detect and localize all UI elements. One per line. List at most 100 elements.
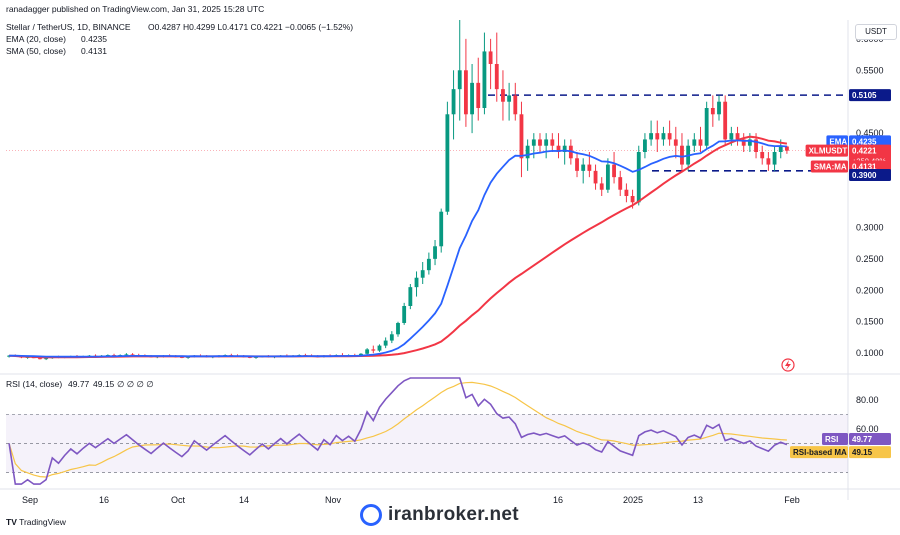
candle[interactable] xyxy=(710,95,715,127)
rsi-tag-label: RSI xyxy=(825,435,838,444)
candle[interactable] xyxy=(396,321,400,337)
candle[interactable] xyxy=(389,331,394,344)
candle[interactable] xyxy=(784,145,789,154)
candle[interactable] xyxy=(426,252,431,275)
candle[interactable] xyxy=(544,133,549,159)
time-axis[interactable]: Sep 16 Oct 14 Nov 16 2025 13 Feb xyxy=(22,495,800,505)
price-tag-label: SMA:MA xyxy=(814,162,847,171)
candle[interactable] xyxy=(636,145,641,206)
candle[interactable] xyxy=(680,133,684,171)
candle[interactable] xyxy=(673,126,678,159)
candle[interactable] xyxy=(488,38,493,90)
candle[interactable] xyxy=(482,32,487,115)
candle-body xyxy=(766,158,771,165)
candle[interactable] xyxy=(463,38,468,127)
candle-body xyxy=(723,101,728,140)
candle-body xyxy=(550,139,555,146)
candle[interactable] xyxy=(513,82,518,121)
candle-body xyxy=(747,139,752,146)
candle[interactable] xyxy=(470,64,474,134)
candle-body xyxy=(741,139,746,146)
candle[interactable] xyxy=(649,120,654,146)
price-tick: 0.5500 xyxy=(856,65,884,75)
candle[interactable] xyxy=(735,126,740,146)
candle[interactable] xyxy=(717,95,721,121)
price-axis[interactable]: 0.60000.55000.45000.30000.25000.20000.15… xyxy=(805,34,891,358)
candle[interactable] xyxy=(383,337,388,349)
candle[interactable] xyxy=(593,164,598,190)
candle[interactable] xyxy=(538,133,542,152)
candle[interactable] xyxy=(612,152,616,184)
alert-lightning-icon[interactable] xyxy=(781,358,795,372)
candle[interactable] xyxy=(507,82,512,121)
price-tag-value: 0.3900 xyxy=(852,171,877,180)
candle[interactable] xyxy=(661,126,666,146)
candle[interactable] xyxy=(377,344,382,352)
candle[interactable] xyxy=(772,145,777,171)
currency-selector[interactable]: USDT xyxy=(855,24,897,40)
candle[interactable] xyxy=(704,101,709,149)
candle[interactable] xyxy=(581,158,586,184)
candle[interactable] xyxy=(451,70,456,140)
candle[interactable] xyxy=(643,133,647,159)
candle[interactable] xyxy=(692,133,697,152)
candle[interactable] xyxy=(501,70,505,121)
candle[interactable] xyxy=(457,20,462,121)
candle[interactable] xyxy=(445,101,450,215)
candle-body xyxy=(692,139,697,146)
candle-body xyxy=(778,145,783,152)
price-tag-value-bg xyxy=(849,89,891,102)
legend-sma-value: 0.4131 xyxy=(81,46,107,56)
price-tag[interactable]: 0.5105 xyxy=(849,89,891,102)
price-tag[interactable]: EMA 0.4235 xyxy=(826,135,891,148)
candle[interactable] xyxy=(550,133,555,152)
rsi-ma-tag[interactable]: RSI-based MA 49.15 xyxy=(790,446,891,459)
candle[interactable] xyxy=(667,120,672,146)
price-tag[interactable]: 0.3900 xyxy=(849,168,891,181)
candle[interactable] xyxy=(698,126,703,152)
candle[interactable] xyxy=(408,284,413,310)
candle[interactable] xyxy=(476,57,481,121)
candle[interactable] xyxy=(371,345,376,354)
candle[interactable] xyxy=(766,152,771,171)
candle[interactable] xyxy=(556,133,561,159)
candle-body xyxy=(698,139,703,146)
candle[interactable] xyxy=(599,177,604,196)
price-tick: 0.3000 xyxy=(856,222,884,232)
rsi-ma-line[interactable] xyxy=(8,381,787,478)
candle[interactable] xyxy=(519,101,524,178)
candle[interactable] xyxy=(723,95,728,146)
candle[interactable] xyxy=(562,139,567,165)
candle[interactable] xyxy=(575,152,579,178)
rsi-ma-tag-value: 49.15 xyxy=(852,448,873,457)
candle-body xyxy=(735,133,740,140)
candle-body xyxy=(661,133,666,140)
candle[interactable] xyxy=(439,208,444,253)
candle[interactable] xyxy=(494,32,499,102)
candle[interactable] xyxy=(402,302,407,325)
rsi-tag[interactable]: RSI 49.77 xyxy=(822,433,891,446)
candle[interactable] xyxy=(365,348,370,356)
time-tick: 13 xyxy=(693,495,703,505)
rsi-axis[interactable]: 80.00 60.00 RSI 49.77 RSI-based MA 49.15 xyxy=(790,395,891,459)
candle[interactable] xyxy=(655,120,660,152)
candle[interactable] xyxy=(420,262,425,284)
candle[interactable] xyxy=(741,133,746,152)
candle[interactable] xyxy=(618,170,623,196)
candle-body xyxy=(44,358,49,360)
candle[interactable] xyxy=(624,183,629,203)
tradingview-logo[interactable]: TV TradingView xyxy=(6,517,66,527)
candle[interactable] xyxy=(760,145,765,165)
rsi-pane[interactable] xyxy=(6,377,848,485)
candle[interactable] xyxy=(414,271,419,297)
candle[interactable] xyxy=(433,240,437,266)
ema-line[interactable] xyxy=(9,139,787,358)
candle-body xyxy=(420,270,425,278)
price-tag[interactable]: SMA:MA 0.4131 xyxy=(810,160,891,173)
price-pane[interactable] xyxy=(0,20,900,500)
candle[interactable] xyxy=(605,158,610,193)
rsi-line[interactable] xyxy=(8,377,788,485)
candle-body xyxy=(667,133,672,140)
candle-body xyxy=(513,95,518,115)
